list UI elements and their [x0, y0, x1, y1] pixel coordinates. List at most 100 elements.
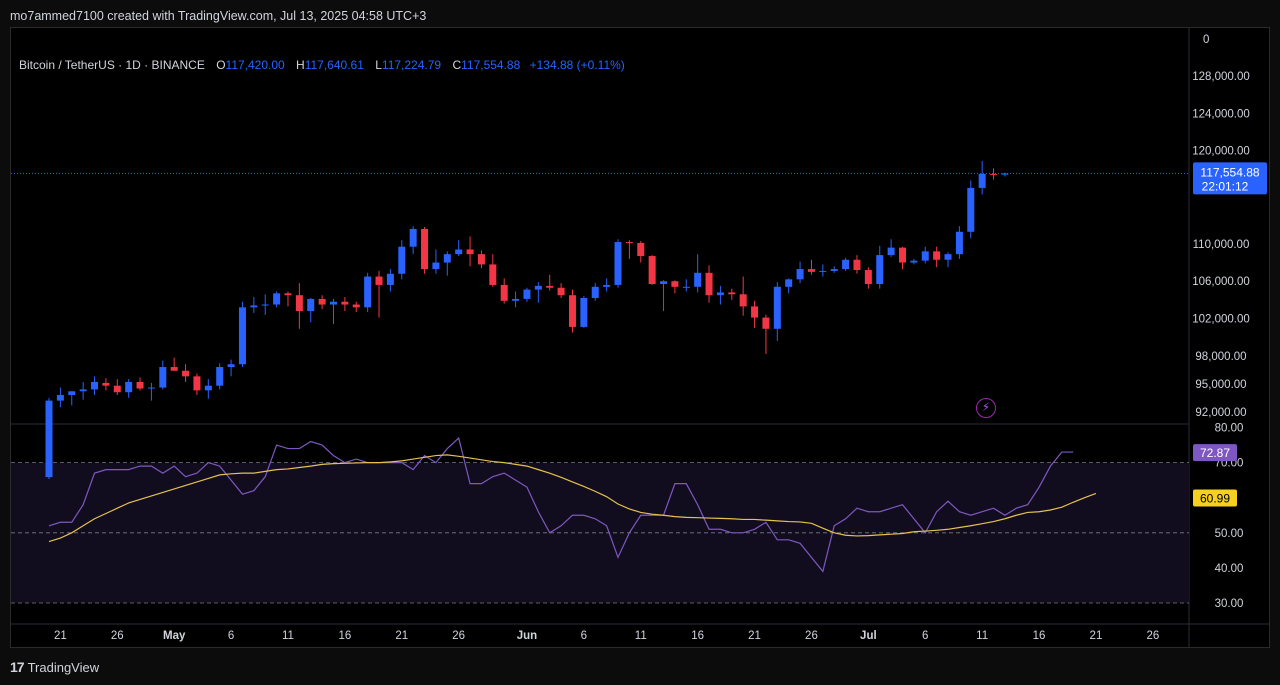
candle-body [421, 228, 429, 270]
lightning-icon[interactable]: ⚡ [976, 398, 996, 418]
candle-body [534, 285, 542, 290]
candle-body [773, 286, 781, 329]
rsi-value-badge-text: 72.87 [1200, 446, 1230, 460]
candle-body [386, 273, 394, 285]
candle-body [432, 262, 440, 270]
rsi-layer [48, 436, 1097, 573]
candle-body [512, 298, 520, 301]
candle-body [341, 301, 349, 305]
high-key: H [296, 58, 305, 72]
candle-body [170, 367, 178, 371]
candle-body [455, 249, 463, 255]
candle-body [887, 247, 895, 256]
candle-body [68, 391, 76, 396]
price-tick-label: 102,000.00 [1192, 314, 1250, 326]
price-tick-label: 95,000.00 [1195, 379, 1246, 391]
candle-body [466, 249, 474, 255]
candle-body [705, 272, 713, 296]
candle-body [238, 307, 246, 365]
low-key: L [375, 58, 382, 72]
time-tick-label: 26 [1146, 630, 1159, 642]
candle-body [716, 292, 724, 296]
time-tick-label: 16 [338, 630, 351, 642]
rsi-tick-label: 80.00 [1215, 423, 1244, 435]
candle-body [443, 254, 451, 263]
candle-body [568, 295, 576, 327]
candle-body [284, 293, 292, 296]
candle-body [807, 269, 815, 272]
rsi-line [48, 436, 1074, 573]
time-tick-label: 6 [581, 630, 587, 642]
candle-body [375, 276, 383, 285]
candle-body [762, 317, 770, 329]
candle-body [159, 367, 167, 388]
price-tick-label: 110,000.00 [1193, 239, 1250, 251]
time-tick-label: 16 [691, 630, 704, 642]
candle-body [637, 242, 645, 257]
symbol-name: Bitcoin / TetherUS · 1D · BINANCE [19, 58, 205, 72]
time-tick-label: 21 [748, 630, 761, 642]
candle-body [113, 385, 121, 393]
candle-body [671, 281, 679, 287]
candle-body [990, 173, 998, 175]
time-tick-label: 11 [635, 630, 647, 642]
time-tick-label: 26 [805, 630, 818, 642]
candle-body [216, 367, 224, 386]
rsi-tick-label: 30.00 [1215, 598, 1244, 610]
close-value: 117,554.88 [461, 58, 521, 72]
candle-body [182, 370, 190, 377]
candle-body [557, 287, 565, 296]
candles-layer [11, 160, 1189, 479]
candle-body [819, 270, 827, 272]
candle-body [648, 256, 656, 285]
candle-body [955, 231, 963, 255]
candle-body [910, 260, 918, 263]
rsi-value-badge [1193, 444, 1237, 462]
candle-body [273, 293, 281, 305]
price-tick-label: 128,000.00 [1192, 71, 1250, 83]
candle-body [614, 242, 622, 285]
candle-body [227, 364, 235, 368]
time-tick-label: 11 [976, 630, 988, 642]
candle-body [193, 376, 201, 391]
last-price-badge-value: 117,554.88 [1200, 165, 1259, 179]
time-tick-label: 26 [111, 630, 124, 642]
candle-body [899, 247, 906, 263]
candle-body [261, 304, 269, 306]
candle-body [603, 284, 611, 287]
time-tick-label: 6 [228, 630, 234, 642]
time-tick-label: 11 [282, 630, 294, 642]
price-axis-top-label: 0 [1203, 34, 1209, 46]
candle-body [978, 173, 986, 188]
open-key: O [216, 58, 226, 72]
price-tick-label: 106,000.00 [1192, 276, 1250, 288]
candle-body [102, 382, 110, 386]
time-tick-label: 16 [1033, 630, 1046, 642]
candle-body [739, 294, 747, 307]
chart-svg[interactable]: 128,000.00124,000.00120,000.00116,000.00… [11, 28, 1269, 647]
candle-body [660, 281, 668, 285]
candle-body [864, 270, 872, 285]
close-key: C [452, 58, 462, 72]
footer-brand: 17 TradingView [10, 659, 99, 675]
chart-frame[interactable]: 128,000.00124,000.00120,000.00116,000.00… [10, 27, 1270, 648]
candle-body [45, 400, 53, 478]
candle-body [876, 255, 884, 285]
candle-body [933, 251, 941, 260]
tradingview-logo-icon: 17 [10, 659, 25, 675]
candle-body [580, 298, 588, 327]
candle-body [489, 264, 497, 285]
rsi-tick-label: 40.00 [1215, 563, 1244, 575]
candle-body [796, 269, 804, 280]
candle-body [500, 284, 508, 301]
candle-body [56, 395, 64, 401]
price-tick-label: 92,000.00 [1195, 407, 1246, 419]
chart-attribution: mo7ammed7100 created with TradingView.co… [10, 9, 427, 23]
candle-body [125, 381, 133, 393]
candle-body [785, 279, 793, 287]
candle-body [751, 306, 759, 318]
candle-body [944, 254, 952, 260]
candle-body [591, 286, 599, 298]
candle-body [409, 228, 417, 247]
